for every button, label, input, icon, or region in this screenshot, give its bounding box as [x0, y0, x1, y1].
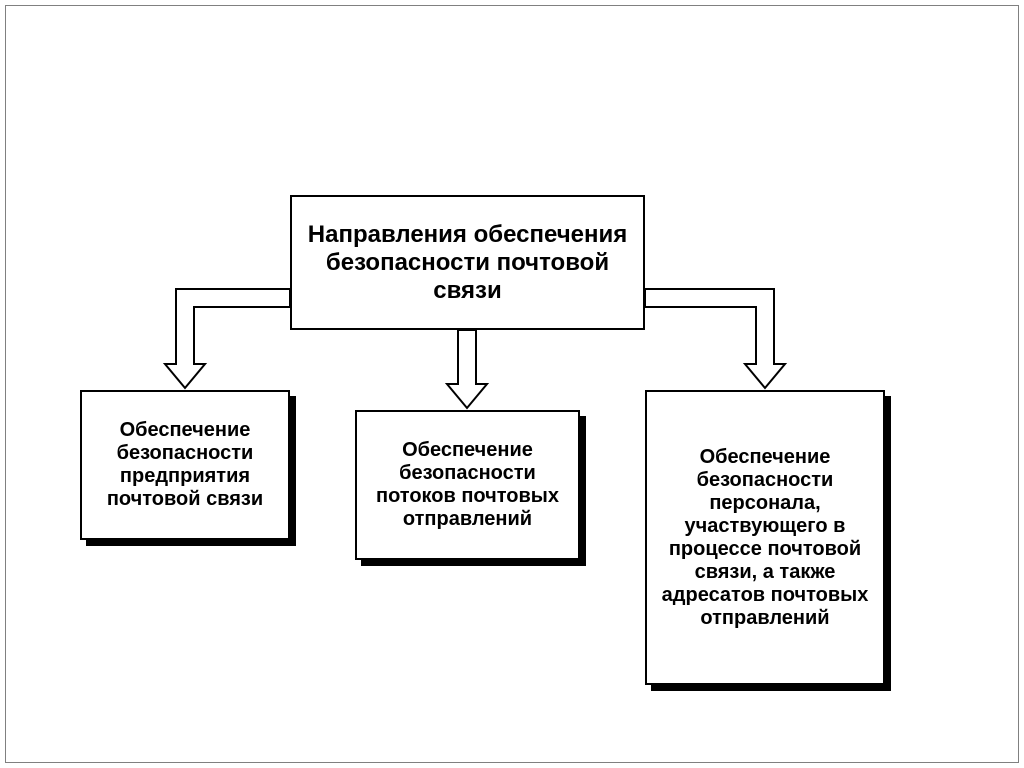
child-node-0-label: Обеспечение безопасности предприятия поч… — [94, 419, 276, 511]
child-node-1: Обеспечение безопасности потоков почтовы… — [355, 410, 580, 560]
child-node-0: Обеспечение безопасности предприятия поч… — [80, 390, 290, 540]
child-node-2-label: Обеспечение безопасности персонала, учас… — [659, 446, 871, 630]
root-node: Направления обеспечения безопасности поч… — [290, 195, 645, 330]
diagram-canvas: Направления обеспечения безопасности поч… — [0, 0, 1024, 768]
root-node-label: Направления обеспечения безопасности поч… — [304, 221, 631, 305]
child-node-1-label: Обеспечение безопасности потоков почтовы… — [369, 439, 566, 531]
child-node-2: Обеспечение безопасности персонала, учас… — [645, 390, 885, 685]
